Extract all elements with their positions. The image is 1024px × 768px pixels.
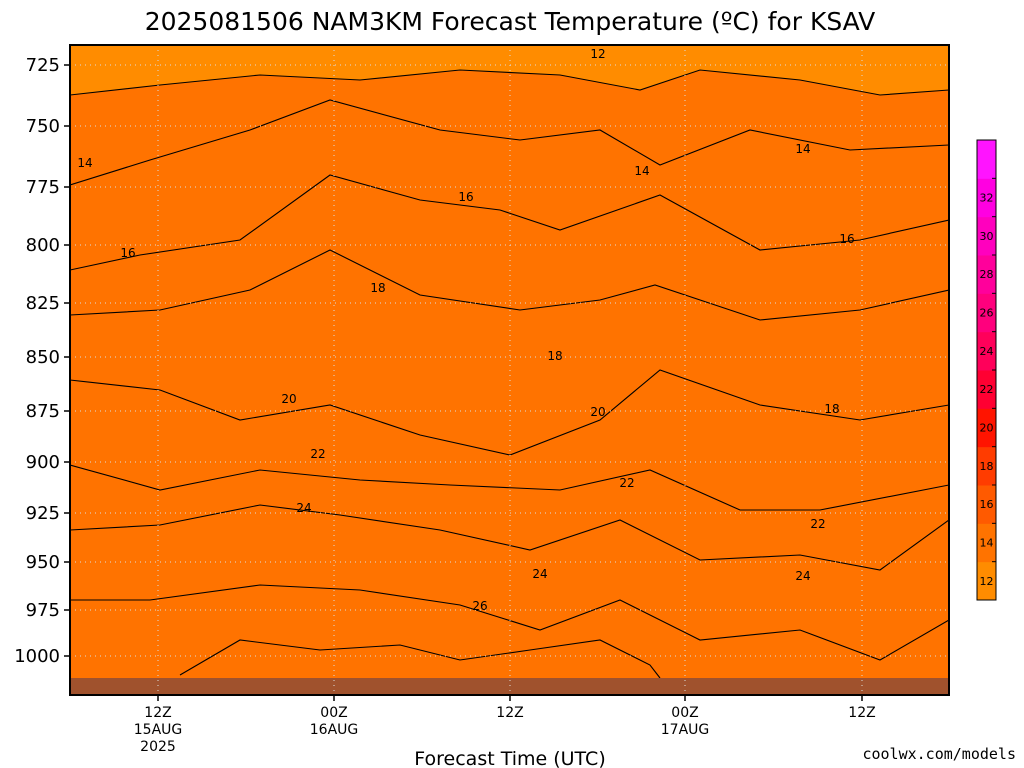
y-tick-label: 900 bbox=[26, 452, 60, 473]
colorbar-swatch bbox=[977, 216, 996, 256]
colorbar-swatch bbox=[977, 561, 996, 601]
x-axis-label: Forecast Time (UTC) bbox=[414, 748, 605, 768]
colorbar-swatch bbox=[977, 331, 996, 371]
contour-label: 18 bbox=[824, 402, 839, 416]
x-tick-label: 00Z bbox=[320, 705, 347, 721]
colorbar-label: 16 bbox=[980, 498, 994, 511]
y-tick-label: 1000 bbox=[14, 646, 60, 667]
colorbar-label: 28 bbox=[980, 268, 994, 281]
contour-line bbox=[70, 174, 949, 271]
colorbar-swatch bbox=[977, 140, 996, 179]
y-tick-label: 850 bbox=[26, 347, 60, 368]
temperature-band bbox=[70, 70, 949, 695]
colorbar-label: 32 bbox=[980, 192, 994, 205]
contour-label: 16 bbox=[839, 232, 854, 246]
y-tick-label: 800 bbox=[26, 235, 60, 256]
contour-label: 24 bbox=[532, 567, 547, 581]
contour-label: 20 bbox=[281, 392, 296, 406]
contour-line bbox=[70, 464, 949, 511]
colorbar-label: 24 bbox=[980, 345, 994, 358]
ground-strip bbox=[70, 678, 949, 695]
y-tick-label: 750 bbox=[26, 116, 60, 137]
colorbar-label: 14 bbox=[980, 537, 994, 550]
colorbar-label: 22 bbox=[980, 383, 994, 396]
contour-label: 22 bbox=[310, 447, 325, 461]
contour-label: 14 bbox=[795, 142, 810, 156]
y-axis: 725 750 775 800 825 850 875 900 925 950 975 1000 bbox=[14, 55, 70, 667]
contour-label: 26 bbox=[472, 599, 487, 613]
contour-label: 20 bbox=[590, 405, 605, 419]
colorbar-swatch bbox=[977, 255, 996, 294]
chart-title: 2025081506 NAM3KM Forecast Temperature (… bbox=[145, 7, 876, 36]
y-tick-label: 925 bbox=[26, 503, 60, 524]
contour-line bbox=[70, 249, 949, 321]
contour-line bbox=[70, 504, 949, 571]
contour-labels: 12 14 14 14 16 16 16 18 18 18 20 20 22 22 22 24 24 24 26 bbox=[77, 47, 854, 613]
colorbar-swatch bbox=[977, 446, 996, 486]
colorbar-swatch bbox=[977, 408, 996, 448]
plot-area bbox=[70, 45, 949, 695]
contour-label: 18 bbox=[547, 349, 562, 363]
x-tick-label: 12Z bbox=[848, 705, 875, 721]
contour-label: 14 bbox=[77, 156, 92, 170]
x-tick-label: 2025 bbox=[140, 739, 176, 755]
x-tick-label: 16AUG bbox=[310, 722, 359, 738]
contour-label: 18 bbox=[370, 281, 385, 295]
y-tick-label: 825 bbox=[26, 293, 60, 314]
colorbar-swatch bbox=[977, 523, 996, 563]
x-tick-label: 12Z bbox=[496, 705, 523, 721]
contour-label: 16 bbox=[120, 246, 135, 260]
contour-line bbox=[70, 69, 949, 96]
y-tick-label: 975 bbox=[26, 600, 60, 621]
colorbar: 12 14 16 18 20 22 24 26 28 30 32 bbox=[976, 139, 997, 601]
contour-label: 24 bbox=[795, 569, 810, 583]
y-tick-label: 725 bbox=[26, 55, 60, 76]
contour-label: 24 bbox=[296, 501, 311, 515]
contour-label: 16 bbox=[458, 190, 473, 204]
colorbar-label: 18 bbox=[980, 460, 994, 473]
x-tick-label: 12Z bbox=[144, 705, 171, 721]
colorbar-label: 26 bbox=[980, 307, 994, 320]
contour-line bbox=[179, 639, 661, 679]
y-tick-label: 950 bbox=[26, 552, 60, 573]
x-tick-label: 15AUG bbox=[134, 722, 183, 738]
colorbar-swatch bbox=[977, 293, 996, 333]
contour-label: 12 bbox=[590, 47, 605, 61]
contour-label: 22 bbox=[810, 517, 825, 531]
colorbar-swatch bbox=[977, 370, 996, 409]
x-tick-label: 00Z bbox=[671, 705, 698, 721]
y-tick-label: 875 bbox=[26, 401, 60, 422]
colorbar-label: 20 bbox=[980, 422, 994, 435]
colorbar-swatch bbox=[977, 485, 996, 524]
contour-label: 22 bbox=[619, 476, 634, 490]
contour-line bbox=[70, 584, 949, 661]
colorbar-label: 30 bbox=[980, 230, 994, 243]
contour-line bbox=[70, 99, 949, 186]
colorbar-swatch bbox=[977, 178, 996, 218]
colorbar-label: 12 bbox=[980, 575, 994, 588]
credit-text: coolwx.com/models bbox=[862, 745, 1016, 763]
x-tick-label: 17AUG bbox=[661, 722, 710, 738]
contour-label: 14 bbox=[634, 164, 649, 178]
y-tick-label: 775 bbox=[26, 177, 60, 198]
